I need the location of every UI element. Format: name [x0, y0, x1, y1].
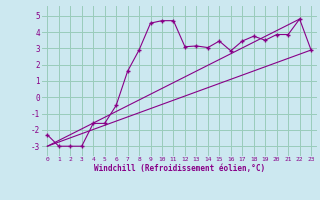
X-axis label: Windchill (Refroidissement éolien,°C): Windchill (Refroidissement éolien,°C)	[94, 164, 265, 173]
